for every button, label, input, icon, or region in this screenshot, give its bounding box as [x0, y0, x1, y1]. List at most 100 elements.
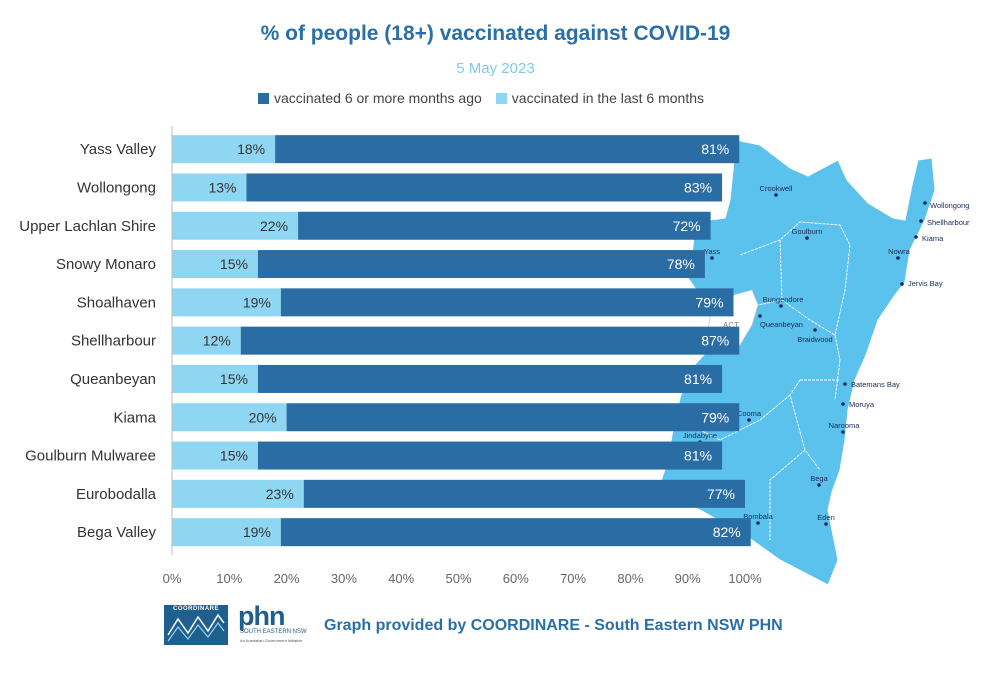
map-town-dot: [843, 382, 847, 386]
x-tick-label: 50%: [445, 571, 471, 586]
map-town-label: Bega: [810, 474, 828, 483]
map-town-dot: [923, 201, 927, 205]
bar-recent: [172, 326, 241, 355]
category-label: Upper Lachlan Shire: [19, 218, 156, 235]
phn-logo-text: phn: [238, 601, 285, 631]
data-label-recent: 13%: [208, 179, 236, 195]
category-label: Shellharbour: [71, 333, 156, 350]
category-label: Snowy Monaro: [56, 256, 156, 273]
phn-logo-region: SOUTH EASTERN NSW: [240, 629, 307, 635]
category-label: Goulburn Mulwaree: [25, 448, 156, 465]
x-tick-label: 20%: [274, 571, 300, 586]
legend-swatch-recent: [495, 92, 507, 104]
chart-subtitle: 5 May 2023: [456, 60, 535, 77]
bar-older: [280, 518, 751, 547]
category-label: Bega Valley: [77, 524, 156, 541]
map-town-label: Yass: [704, 247, 720, 256]
x-tick-label: 80%: [617, 571, 643, 586]
bar-recent: [172, 211, 299, 240]
bar-recent: [172, 173, 247, 202]
category-label: Yass Valley: [80, 141, 157, 158]
bar-chart: CrookwellWollongongShellharbourKiamaYass…: [19, 126, 970, 586]
map-town-dot: [914, 235, 918, 239]
bars: Yass Valley 18% 81% Wollongong 13% 83% Upper L…: [19, 135, 751, 547]
legend-swatch-older: [258, 92, 269, 104]
x-tick-label: 90%: [675, 571, 701, 586]
data-label-older: 81%: [684, 371, 712, 387]
coordinare-logo: COORDINARE: [164, 605, 228, 645]
map-town-dot: [747, 418, 751, 422]
data-label-older: 81%: [701, 141, 729, 157]
map-town-dot: [824, 522, 828, 526]
map-town-label: Moruya: [849, 400, 875, 409]
map-town-dot: [841, 430, 845, 434]
bar-recent: [172, 135, 276, 164]
data-label-older: 77%: [707, 486, 735, 502]
category-label: Queanbeyan: [70, 371, 156, 388]
map-town-label: Cooma: [737, 409, 762, 418]
x-tick-label: 10%: [216, 571, 242, 586]
data-label-older: 87%: [701, 333, 729, 349]
data-label-recent: 15%: [220, 256, 248, 272]
phn-logo-tagline: An Australian Government Initiative: [240, 638, 303, 643]
bar-older: [286, 403, 740, 432]
bar-recent: [172, 364, 258, 393]
footer-credit: Graph provided by COORDINARE - South Eas…: [324, 617, 783, 634]
map-town-dot: [900, 282, 904, 286]
data-label-older: 79%: [701, 409, 729, 425]
map-town-label: ACT: [723, 321, 739, 330]
category-label: Kiama: [113, 409, 156, 426]
map-town-dot: [758, 314, 762, 318]
map-town-dot: [756, 521, 760, 525]
legend: vaccinated 6 or more months ago vaccinat…: [258, 90, 718, 106]
data-label-older: 79%: [696, 294, 724, 310]
coordinare-logo-text: COORDINARE: [172, 606, 219, 612]
category-label: Wollongong: [77, 179, 156, 196]
x-tick-label: 0%: [163, 571, 182, 586]
bar-older: [240, 326, 740, 355]
x-tick-label: 60%: [503, 571, 529, 586]
x-axis: 0% 10% 20% 30% 40% 50% 60% 70% 80% 90% 100%: [163, 126, 762, 586]
data-label-recent: 18%: [237, 141, 265, 157]
bar-older: [280, 288, 734, 317]
bar-recent: [172, 518, 281, 547]
bar-recent: [172, 403, 287, 432]
map-town-dot: [813, 328, 817, 332]
map-town-label: Queanbeyan: [760, 320, 803, 329]
map-town-dot: [841, 402, 845, 406]
category-label: Eurobodalla: [76, 486, 157, 503]
map-town-label: Batemans Bay: [851, 380, 900, 389]
x-tick-label: 40%: [388, 571, 414, 586]
map-town-label: Bungendore: [763, 295, 804, 304]
bar-older: [275, 135, 740, 164]
map-town-label: Crookwell: [760, 184, 793, 193]
map-town-label: Jindabyne: [683, 431, 717, 440]
data-label-recent: 22%: [260, 218, 288, 234]
map-town-label: Nowra: [888, 247, 911, 256]
bar-older: [257, 364, 723, 393]
data-label-recent: 19%: [243, 524, 271, 540]
map-town-dot: [896, 256, 900, 260]
legend-item-recent: vaccinated in the last 6 months: [495, 90, 705, 106]
data-label-recent: 19%: [243, 294, 271, 310]
x-tick-label: 100%: [728, 571, 762, 586]
bar-older: [257, 250, 705, 279]
data-label-older: 72%: [673, 218, 701, 234]
map-town-label: Narooma: [829, 421, 861, 430]
data-label-recent: 12%: [203, 333, 231, 349]
map-town-label: Bombala: [743, 512, 773, 521]
phn-logo: phn SOUTH EASTERN NSW An Australian Gove…: [238, 601, 318, 647]
legend-label-recent: vaccinated in the last 6 months: [511, 90, 705, 106]
footer: COORDINARE phn SOUTH EASTERN NSW An Aust…: [164, 601, 844, 647]
coordinare-logo-icon: [167, 613, 225, 642]
map-town-label: Wollongong: [930, 201, 969, 210]
legend-item-older: vaccinated 6 or more months ago: [258, 90, 482, 106]
bar-recent: [172, 250, 258, 279]
map-town-dot: [710, 256, 714, 260]
map-town-dot: [817, 483, 821, 487]
chart-title: % of people (18+) vaccinated against COV…: [260, 22, 731, 45]
data-label-recent: 20%: [249, 409, 277, 425]
data-label-older: 83%: [684, 179, 712, 195]
bar-recent: [172, 479, 304, 508]
map-town-label: Jervis Bay: [908, 279, 943, 288]
